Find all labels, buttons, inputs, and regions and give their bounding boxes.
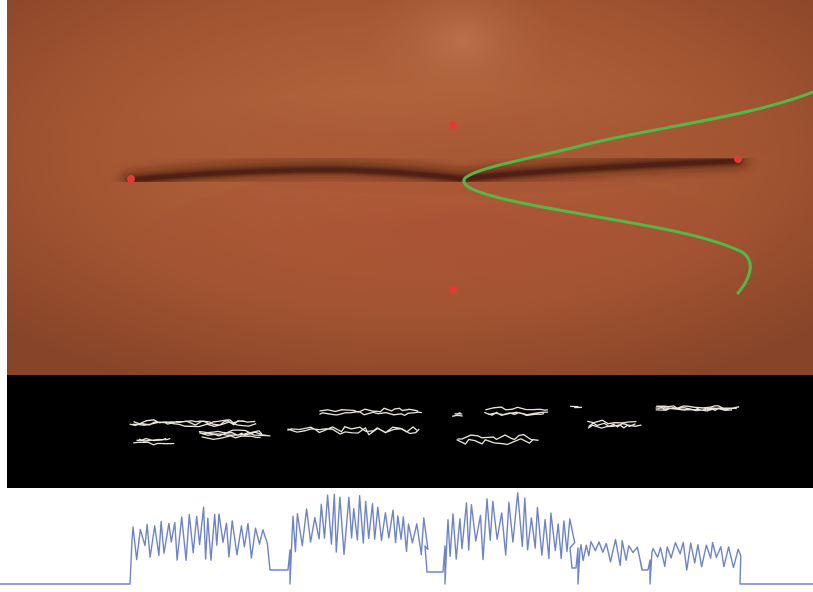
feature-signal-plot [0,488,813,592]
feature-stroke [487,411,545,417]
lower-lip-center-landmark [449,286,457,294]
feature-stroke [319,410,422,417]
feature-stroke [657,406,737,411]
feature-stroke [202,431,271,437]
mouth-seam-line [127,159,742,182]
feature-background [7,375,813,488]
signal-line [0,492,813,585]
left-mouth-corner-landmark [127,175,135,183]
feature-stroke [456,438,534,446]
feature-stroke [485,406,548,411]
feature-stroke [133,441,175,446]
feature-stroke [138,437,171,442]
feature-stroke [656,405,740,410]
feature-stroke [133,419,246,425]
lip-photo-svg [7,0,813,375]
feature-stroke [201,435,261,441]
feature-stroke [456,411,461,416]
feature-stroke [287,426,420,436]
feature-stroke [129,421,257,428]
feature-stroke [132,420,256,426]
feature-stroke [457,433,539,441]
extracted-lip-texture-features [7,375,813,488]
feature-stroke [587,419,637,425]
lip-region-photo [7,0,813,375]
chin-shadow [7,315,813,375]
right-mouth-corner-landmark [734,155,742,163]
feature-stroke-group [129,405,740,446]
lower-lip [137,165,757,335]
upper-lip-center-landmark [449,121,457,129]
signal-background [0,488,813,592]
feature-stroke [287,425,418,434]
feature-stroke [319,407,419,413]
signal-plot-svg [0,488,813,592]
nose-tip-highlight [367,0,557,110]
lip-contour-curve [462,90,813,295]
feature-stroke [587,424,642,429]
feature-strokes-svg [7,375,813,488]
feature-stroke [198,429,263,435]
feature-stroke [452,414,463,417]
